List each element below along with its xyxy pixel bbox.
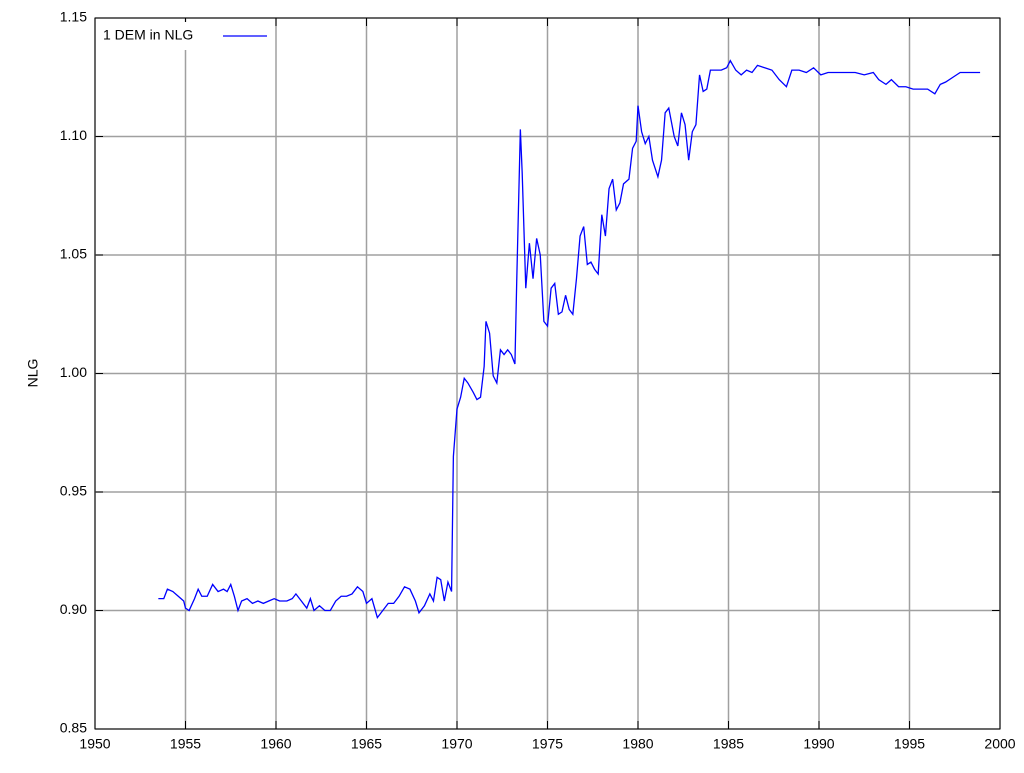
x-tick-label: 1980 (622, 736, 653, 752)
y-tick-label: 0.90 (60, 601, 87, 617)
x-tick-label: 1995 (894, 736, 925, 752)
x-tick-label: 1950 (79, 736, 110, 752)
x-tick-label: 1960 (260, 736, 291, 752)
legend-label: 1 DEM in NLG (103, 27, 193, 43)
x-tick-label: 1990 (803, 736, 834, 752)
y-tick-label: 0.95 (60, 483, 87, 499)
x-tick-label: 1955 (170, 736, 201, 752)
y-tick-label: 0.85 (60, 720, 87, 736)
plot-frame (94, 17, 1001, 730)
x-tick-label: 1985 (713, 736, 744, 752)
x-tick-label: 1975 (532, 736, 563, 752)
x-tick-label: 2000 (984, 736, 1015, 752)
y-tick-label: 1.10 (60, 127, 87, 143)
y-axis-label: NLG (25, 359, 41, 388)
legend: 1 DEM in NLG (97, 22, 273, 50)
y-tick-label: 1.15 (60, 9, 87, 25)
y-tick-label: 1.05 (60, 246, 87, 262)
data-line (158, 59, 981, 620)
y-tick-label: 1.00 (60, 364, 87, 380)
x-tick-label: 1970 (441, 736, 472, 752)
x-tick-label: 1965 (351, 736, 382, 752)
